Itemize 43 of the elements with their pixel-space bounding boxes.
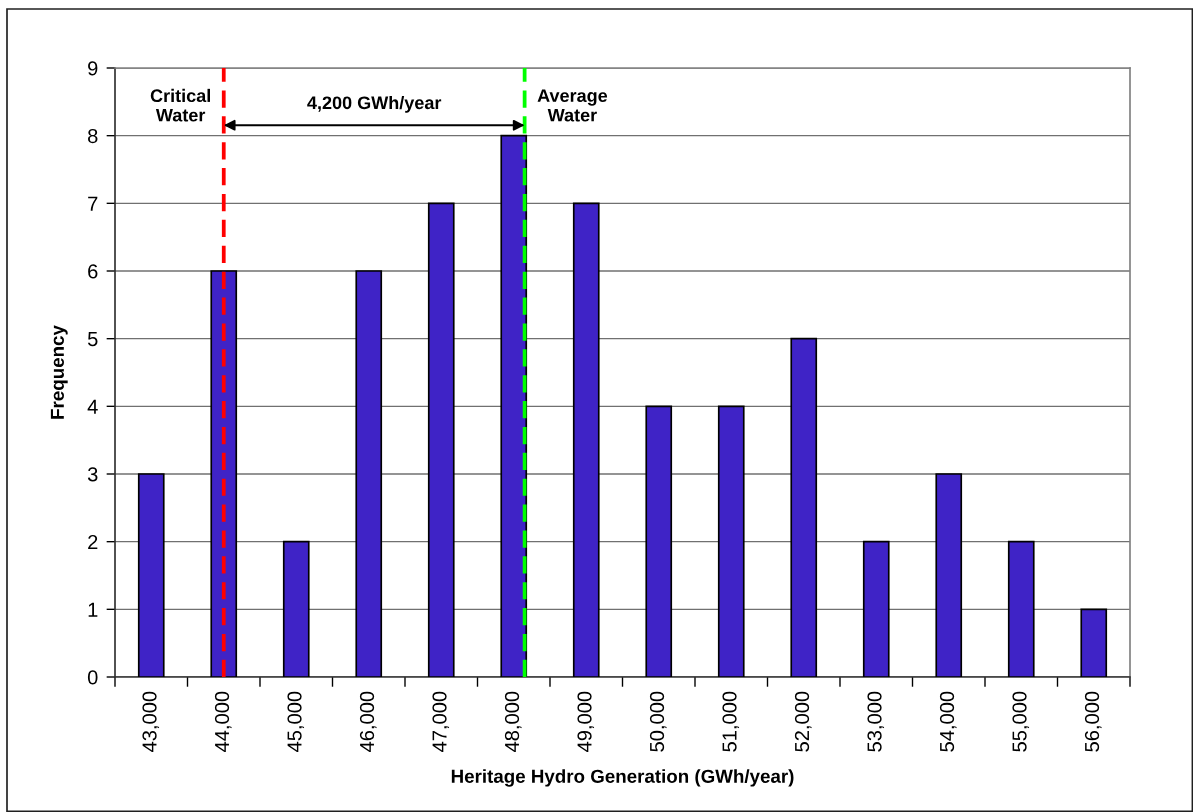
bar	[790, 337, 818, 677]
bar	[427, 202, 455, 677]
annotation: 4,200 GWh/year	[307, 95, 442, 113]
y-tick-label: 4	[87, 399, 98, 414]
x-tick-label: 48,000	[504, 691, 522, 753]
bar	[1007, 540, 1035, 677]
x-tick-label: 56,000	[1084, 691, 1102, 752]
x-tick-label: 43,000	[142, 691, 160, 753]
y-tick-label: 0	[87, 670, 98, 685]
x-tick-label: 49,000	[577, 691, 595, 753]
x-tick-label: 44,000	[214, 691, 232, 753]
y-tick-label: 7	[88, 196, 98, 211]
y-tick-label: 5	[87, 332, 98, 347]
bar	[282, 540, 310, 677]
y-tick-label: 6	[88, 264, 98, 279]
x-tick-label: 52,000	[794, 691, 812, 752]
x-axis-title: Heritage Hydro Generation (GWh/year)	[451, 769, 794, 787]
ref-line-label: Critical Water	[150, 88, 210, 122]
y-tick-label: 9	[88, 61, 98, 76]
bar	[355, 270, 383, 677]
bar	[500, 134, 528, 677]
y-tick-label: 1	[88, 602, 98, 617]
x-tick-label: 51,000	[722, 691, 740, 752]
bar	[210, 270, 238, 677]
bar	[572, 202, 600, 677]
x-tick-label: 53,000	[867, 691, 885, 752]
y-tick-label: 3	[87, 467, 98, 482]
x-tick-label: 55,000	[1012, 691, 1030, 752]
bar	[1080, 608, 1108, 677]
x-tick-label: 46,000	[359, 691, 377, 753]
x-tick-label: 50,000	[649, 691, 667, 752]
x-tick-label: 54,000	[939, 691, 957, 752]
bar	[717, 405, 745, 677]
x-tick-label: 45,000	[287, 691, 305, 753]
y-tick-label: 2	[88, 534, 98, 549]
bar	[862, 540, 890, 677]
bar	[645, 405, 673, 677]
x-tick-label: 47,000	[432, 691, 450, 753]
ref-line-label: Average Water	[537, 89, 608, 122]
y-axis-title: Frequency	[50, 325, 68, 419]
bar	[935, 473, 963, 677]
y-tick-label: 8	[88, 128, 98, 144]
bar	[137, 473, 165, 677]
